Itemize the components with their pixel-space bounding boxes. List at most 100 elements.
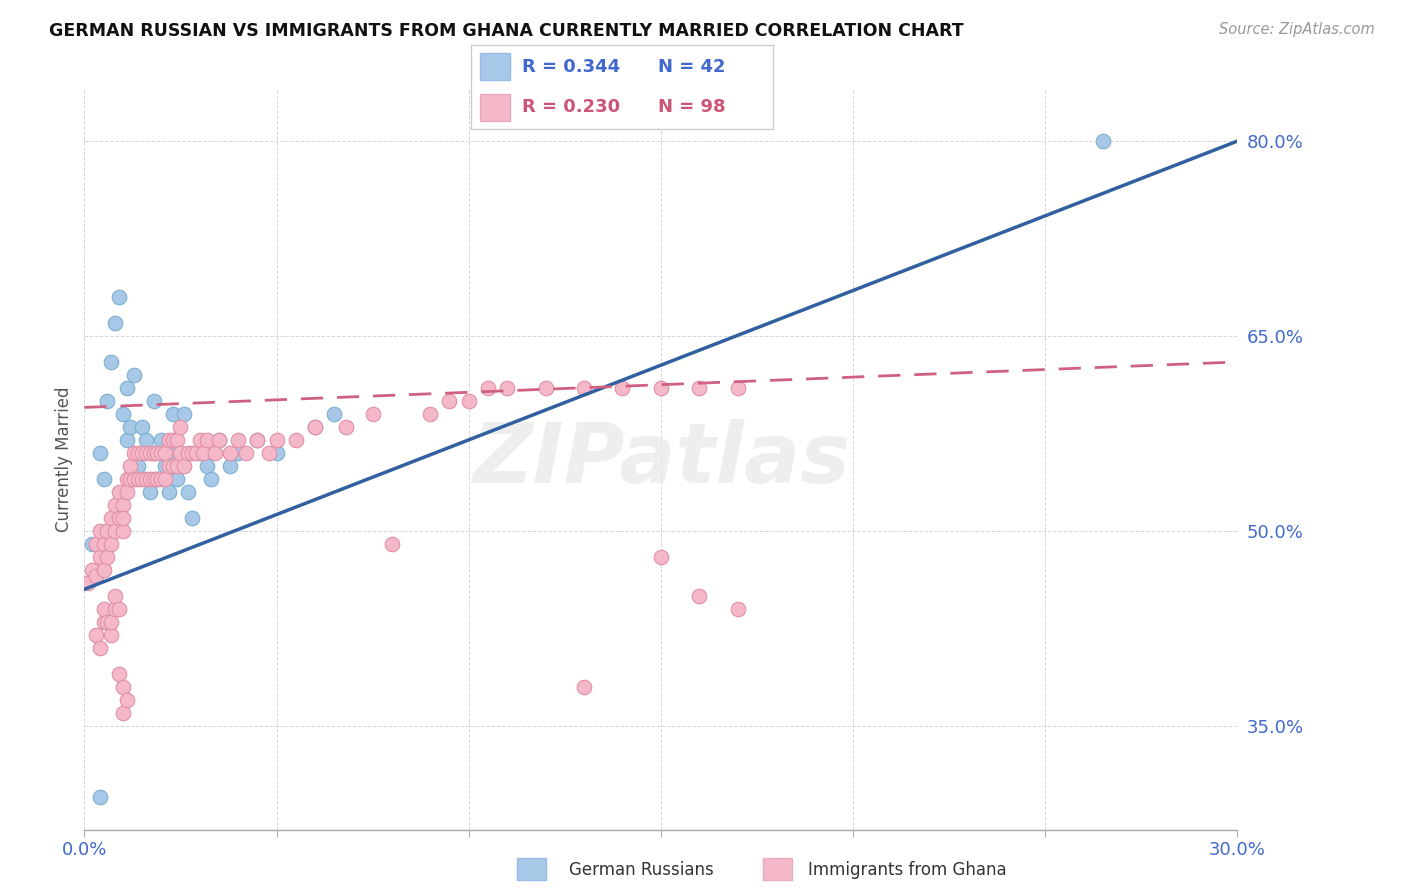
Point <box>226 433 249 447</box>
Point <box>266 433 288 447</box>
Point <box>612 381 634 395</box>
Point <box>124 446 146 460</box>
Point <box>727 381 749 395</box>
Point <box>120 472 142 486</box>
Point <box>131 472 153 486</box>
Text: GERMAN RUSSIAN VS IMMIGRANTS FROM GHANA CURRENTLY MARRIED CORRELATION CHART: GERMAN RUSSIAN VS IMMIGRANTS FROM GHANA … <box>49 22 965 40</box>
Point <box>153 446 176 460</box>
Point <box>188 446 211 460</box>
Point <box>100 511 122 525</box>
Point <box>115 433 138 447</box>
Point <box>173 407 195 421</box>
Point <box>162 458 184 473</box>
Point <box>157 458 180 473</box>
Point <box>96 393 118 408</box>
Point <box>89 524 111 538</box>
Text: N = 98: N = 98 <box>658 98 725 116</box>
Point <box>96 524 118 538</box>
Point <box>135 446 157 460</box>
Point <box>150 472 173 486</box>
Point <box>131 446 153 460</box>
Point <box>169 446 191 460</box>
Point <box>115 472 138 486</box>
Point <box>181 511 204 525</box>
Point <box>688 589 710 603</box>
Point <box>127 458 149 473</box>
Point <box>115 692 138 706</box>
Point <box>157 484 180 499</box>
Point <box>100 615 122 629</box>
Point <box>193 446 215 460</box>
Point <box>323 407 346 421</box>
Point <box>146 446 169 460</box>
Text: N = 42: N = 42 <box>658 58 725 76</box>
Point <box>104 589 127 603</box>
Point <box>177 484 200 499</box>
Point <box>572 680 595 694</box>
Point <box>162 433 184 447</box>
Point <box>381 537 404 551</box>
Point <box>135 433 157 447</box>
Point <box>111 524 134 538</box>
Point <box>89 640 111 655</box>
Point <box>572 381 595 395</box>
Point <box>100 537 122 551</box>
Point <box>1091 134 1114 148</box>
Point <box>304 420 326 434</box>
Text: R = 0.344: R = 0.344 <box>523 58 620 76</box>
Point <box>120 458 142 473</box>
Point <box>195 433 218 447</box>
Point <box>80 537 103 551</box>
Point <box>361 407 384 421</box>
Text: Immigrants from Ghana: Immigrants from Ghana <box>808 861 1007 879</box>
Point <box>200 472 222 486</box>
Point <box>84 537 107 551</box>
Point <box>108 511 131 525</box>
Point <box>142 393 165 408</box>
Point <box>104 601 127 615</box>
Point <box>127 472 149 486</box>
Point <box>100 355 122 369</box>
Text: German Russians: German Russians <box>569 861 714 879</box>
Point <box>650 381 672 395</box>
Point <box>138 472 160 486</box>
Point <box>208 433 231 447</box>
Point <box>111 511 134 525</box>
Point <box>111 498 134 512</box>
Point <box>688 381 710 395</box>
Point <box>177 446 200 460</box>
Point <box>77 575 100 590</box>
Point <box>120 420 142 434</box>
Point <box>124 368 146 382</box>
Bar <box>479 54 510 80</box>
Point <box>93 615 115 629</box>
Point <box>142 446 165 460</box>
Point <box>93 537 115 551</box>
Point <box>111 706 134 720</box>
Point <box>257 446 280 460</box>
Point <box>181 446 204 460</box>
Point <box>335 420 357 434</box>
Point <box>104 498 127 512</box>
Point <box>89 549 111 564</box>
Point <box>108 601 131 615</box>
Point <box>166 472 188 486</box>
Point <box>93 472 115 486</box>
Point <box>166 458 188 473</box>
Point <box>111 680 134 694</box>
Point <box>157 433 180 447</box>
Point <box>162 407 184 421</box>
Point <box>166 433 188 447</box>
Bar <box>479 94 510 120</box>
Y-axis label: Currently Married: Currently Married <box>55 386 73 533</box>
Point <box>131 420 153 434</box>
Point <box>115 381 138 395</box>
Point <box>304 420 326 434</box>
Point <box>169 446 191 460</box>
Point <box>104 316 127 330</box>
Point <box>138 484 160 499</box>
Text: Source: ZipAtlas.com: Source: ZipAtlas.com <box>1219 22 1375 37</box>
Point <box>135 472 157 486</box>
Point <box>219 458 242 473</box>
Point <box>93 563 115 577</box>
